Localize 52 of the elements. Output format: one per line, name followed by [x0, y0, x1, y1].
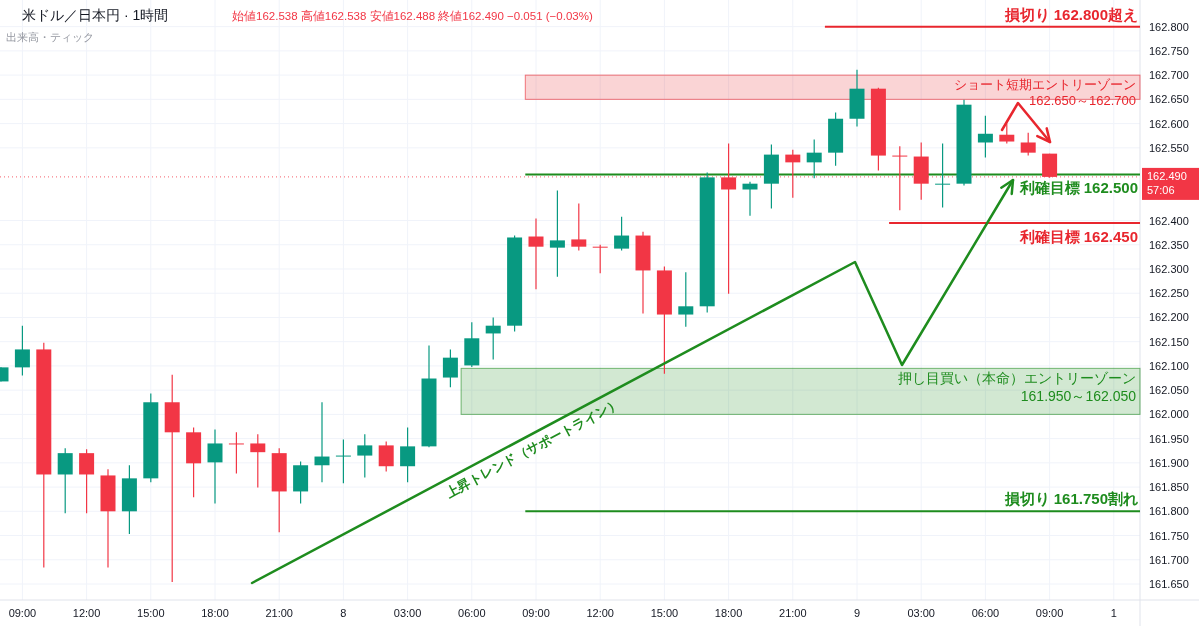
x-tick-label: 18:00	[201, 607, 229, 619]
ref-line-label: 利確目標 162.450	[1018, 227, 1138, 245]
y-tick-label: 162.000	[1149, 408, 1189, 421]
x-tick-label: 09:00	[522, 607, 550, 619]
y-tick-label: 161.750	[1149, 529, 1189, 542]
y-tick-label: 162.200	[1149, 311, 1189, 324]
y-tick-label: 161.650	[1149, 578, 1189, 591]
legend-label: 利確目標 162.500	[1018, 179, 1138, 197]
y-tick-label: 162.100	[1149, 359, 1189, 372]
y-tick-label: 162.300	[1149, 262, 1189, 275]
x-tick-label: 15:00	[137, 607, 165, 619]
x-tick-label: 9	[853, 607, 861, 619]
x-tick-label: 8	[340, 607, 347, 619]
y-tick-label: 162.350	[1149, 238, 1189, 251]
ref-line: 利確目標 162.500	[524, 173, 1141, 197]
y-tick-label: 162.800	[1149, 20, 1189, 33]
ref-line: 利確目標 162.450	[888, 221, 1141, 245]
band-label: 押し目買い（本命）エントリーゾーン 161.950～162.050	[898, 370, 1137, 404]
y-tick-label: 161.800	[1149, 505, 1189, 518]
text: 始値162.538 高値162.538 安値162.488 終値162.490 −0.051 (−0.03%)	[232, 9, 593, 22]
x-tick-label: 09:00	[8, 607, 37, 619]
x-tick-label: 18:00	[714, 607, 743, 619]
x-tick-label: 06:00	[458, 607, 486, 619]
y-tick-label: 162.750	[1149, 44, 1189, 57]
ref-line-label: 162.490 57:06	[1147, 169, 1187, 196]
x-tick-label: 12:00	[72, 607, 101, 619]
y-tick-label: 162.400	[1149, 214, 1189, 227]
text: 米ドル／日本円 · 1時間	[22, 7, 169, 23]
y-tick-label: 161.950	[1149, 432, 1189, 445]
x-tick-label: 12:00	[586, 607, 614, 619]
ref-line: 損切り 162.800超え	[823, 5, 1141, 28]
y-tick-label: 161.900	[1149, 456, 1189, 469]
annotation: 出来高・ティック	[6, 31, 94, 43]
y-tick-label: 162.250	[1149, 287, 1189, 300]
y-tick-label: 162.050	[1149, 384, 1189, 397]
x-tick-label: 03:00	[393, 607, 422, 619]
x-tick-label: 09:00	[1035, 607, 1064, 619]
y-tick-label: 162.550	[1149, 141, 1189, 154]
ref-line-label: 損切り 161.750割れ	[1003, 490, 1138, 508]
y-tick-label: 162.650	[1149, 93, 1189, 106]
x-tick-label: 1	[1110, 607, 1117, 619]
x-tick-label: 15:00	[650, 607, 679, 619]
x-tick-label: 21:00	[779, 607, 807, 619]
x-tick-label: 06:00	[971, 607, 1000, 619]
x-tick-label: 21:00	[265, 607, 293, 619]
y-tick-label: 161.700	[1149, 553, 1189, 566]
y-tick-label: 162.700	[1149, 69, 1189, 82]
y-tick-label: 161.850	[1149, 481, 1189, 494]
x-tick-label: 03:00	[907, 607, 935, 619]
y-tick-label: 162.600	[1149, 117, 1189, 130]
y-tick-label: 162.150	[1149, 335, 1189, 348]
ref-line-label: 損切り 162.800超え	[1003, 5, 1138, 23]
